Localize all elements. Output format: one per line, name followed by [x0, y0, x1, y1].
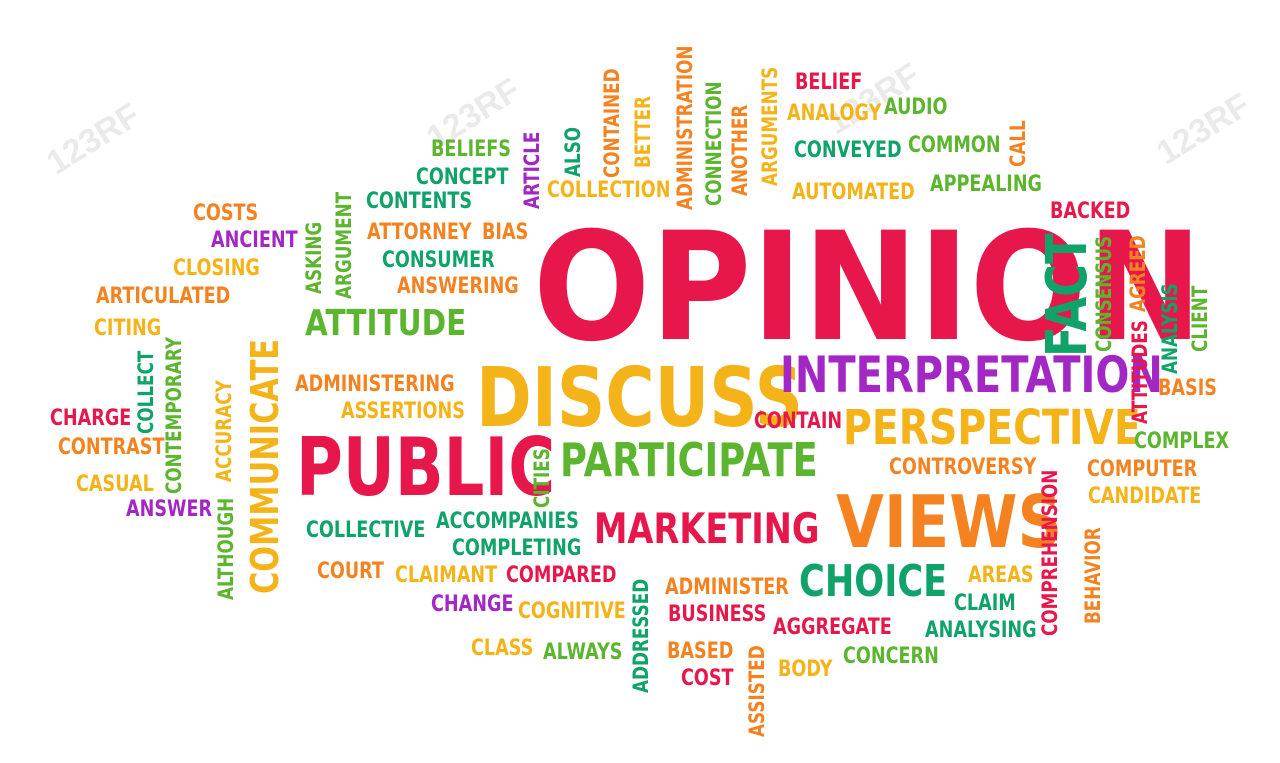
- word-marketing: MARKETING: [594, 504, 820, 553]
- word-argument: ARGUMENT: [332, 191, 356, 299]
- word-analysing: ANALYSING: [925, 618, 1037, 643]
- word-asking: ASKING: [302, 221, 326, 294]
- word-costs: COSTS: [193, 201, 259, 226]
- word-arguments: ARGUMENTS: [758, 66, 782, 186]
- word-call: CALL: [1006, 120, 1030, 167]
- watermark: 123RF: [1150, 85, 1257, 173]
- word-addressed: ADDRESSED: [629, 578, 653, 693]
- word-controversy: CONTROVERSY: [889, 455, 1037, 480]
- word-communicate: COMMUNICATE: [243, 338, 287, 594]
- word-agreed: AGREED: [1126, 235, 1150, 312]
- word-also: ALSO: [561, 126, 585, 177]
- word-choice: CHOICE: [799, 556, 948, 607]
- word-answering: ANSWERING: [397, 274, 519, 299]
- word-attitude: ATTITUDE: [305, 303, 467, 344]
- word-accuracy: ACCURACY: [212, 380, 236, 482]
- word-beliefs: BELIEFS: [431, 137, 511, 162]
- word-common: COMMON: [908, 133, 1001, 158]
- word-answer: ANSWER: [126, 497, 213, 522]
- word-complex: COMPLEX: [1134, 429, 1230, 454]
- word-contemporary: CONTEMPORARY: [162, 336, 186, 494]
- word-based: BASED: [667, 639, 734, 664]
- word-always: ALWAYS: [543, 640, 623, 665]
- word-claimant: CLAIMANT: [395, 563, 498, 588]
- word-articulated: ARTICULATED: [96, 284, 231, 309]
- word-casual: CASUAL: [76, 472, 154, 497]
- word-interpretation: INTERPRETATION: [780, 346, 1163, 404]
- word-cities: CITIES: [530, 448, 554, 508]
- word-accompanies: ACCOMPANIES: [436, 509, 579, 534]
- word-fact: FACT: [1035, 233, 1100, 357]
- word-consumer: CONSUMER: [382, 248, 495, 273]
- word-computer: COMPUTER: [1087, 457, 1198, 482]
- word-citing: CITING: [94, 316, 162, 341]
- word-aggregate: AGGREGATE: [773, 615, 892, 640]
- word-concept: CONCEPT: [416, 165, 509, 190]
- word-collective: COLLECTIVE: [306, 518, 426, 543]
- word-belief: BELIEF: [795, 70, 863, 95]
- word-cost: COST: [681, 666, 734, 691]
- word-administration: ADMINISTRATION: [673, 45, 697, 211]
- word-audio: AUDIO: [884, 95, 948, 120]
- word-administer: ADMINISTER: [665, 575, 789, 600]
- word-business: BUSINESS: [668, 602, 767, 627]
- word-another: ANOTHER: [728, 104, 752, 196]
- word-consensus: CONSENSUS: [1092, 235, 1116, 352]
- word-comprehension: COMPREHENSION: [1038, 469, 1062, 636]
- word-court: COURT: [317, 559, 384, 584]
- word-backed: BACKED: [1050, 199, 1131, 224]
- word-concern: CONCERN: [843, 644, 939, 669]
- word-participate: PARTICIPATE: [560, 433, 818, 487]
- word-completing: COMPLETING: [452, 536, 582, 561]
- word-perspective: PERSPECTIVE: [843, 400, 1141, 456]
- word-collection: COLLECTION: [547, 178, 671, 203]
- word-basis: BASIS: [1158, 376, 1217, 401]
- word-ancient: ANCIENT: [211, 228, 298, 253]
- word-compared: COMPARED: [506, 563, 617, 588]
- word-attitudes: ATTITUDES: [1128, 320, 1152, 424]
- word-although: ALTHOUGH: [214, 497, 238, 600]
- word-better: BETTER: [631, 96, 655, 168]
- word-class: CLASS: [471, 636, 534, 661]
- word-assertions: ASSERTIONS: [341, 399, 465, 424]
- word-analogy: ANALOGY: [787, 101, 882, 126]
- word-conveyed: CONVEYED: [794, 138, 902, 163]
- word-views: VIEWS: [836, 480, 1063, 564]
- word-automated: AUTOMATED: [792, 180, 915, 205]
- word-contents: CONTENTS: [366, 189, 473, 214]
- word-analysis: ANALYSIS: [1158, 283, 1182, 374]
- word-body: BODY: [778, 657, 833, 682]
- word-appealing: APPEALING: [930, 172, 1043, 197]
- word-closing: CLOSING: [173, 256, 260, 281]
- word-opinion: OPINION: [533, 201, 1203, 375]
- word-assisted: ASSISTED: [745, 645, 769, 737]
- word-collect: COLLECT: [134, 350, 158, 434]
- word-claim: CLAIM: [954, 591, 1016, 616]
- word-charge: CHARGE: [50, 406, 132, 431]
- word-client: CLIENT: [1188, 285, 1212, 352]
- word-discuss: DISCUSS: [476, 351, 804, 446]
- word-connection: CONNECTION: [702, 81, 726, 206]
- word-article: ARTICLE: [520, 131, 544, 209]
- word-public: PUBLIC: [296, 421, 556, 514]
- word-contained: CONTAINED: [600, 68, 624, 178]
- word-areas: AREAS: [968, 563, 1034, 588]
- watermark: 123RF: [40, 95, 147, 183]
- word-change: CHANGE: [431, 592, 514, 617]
- word-attorney: ATTORNEY: [367, 220, 472, 245]
- word-cognitive: COGNITIVE: [518, 599, 626, 624]
- word-administering: ADMINISTERING: [295, 372, 455, 397]
- word-bias: BIAS: [482, 220, 529, 245]
- word-behavior: BEHAVIOR: [1081, 527, 1105, 624]
- word-contrast: CONTRAST: [58, 435, 165, 460]
- word-candidate: CANDIDATE: [1088, 484, 1202, 509]
- word-contain: CONTAIN: [754, 409, 843, 434]
